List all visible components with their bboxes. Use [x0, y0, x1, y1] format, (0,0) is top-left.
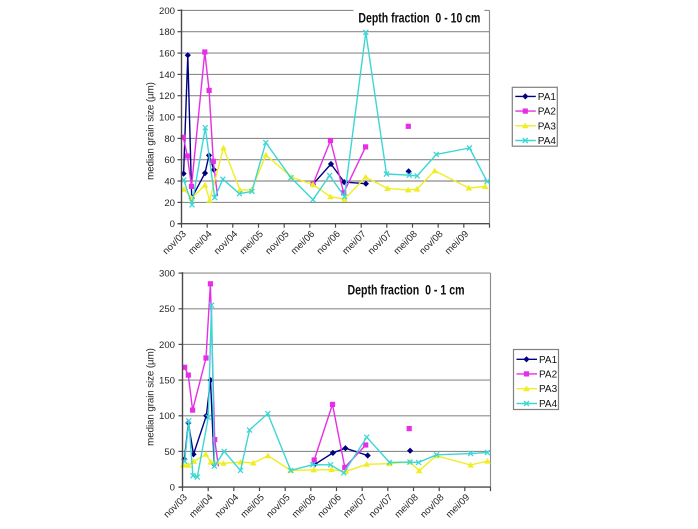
svg-text:PA3: PA3	[539, 384, 558, 395]
svg-text:20: 20	[164, 198, 175, 209]
svg-text:80: 80	[164, 134, 175, 145]
svg-text:100: 100	[159, 411, 175, 422]
svg-text:PA2: PA2	[539, 369, 558, 380]
svg-text:PA1: PA1	[538, 92, 557, 103]
svg-text:median grain size (µm): median grain size (µm)	[145, 82, 156, 180]
svg-text:40: 40	[164, 176, 175, 187]
svg-text:median grain size (µm): median grain size (µm)	[145, 348, 156, 446]
svg-text:300: 300	[159, 269, 175, 280]
svg-text:200: 200	[159, 340, 175, 351]
svg-text:Depth fraction 0 - 1 cm: Depth fraction 0 - 1 cm	[348, 283, 465, 298]
svg-text:PA3: PA3	[538, 121, 557, 132]
svg-text:150: 150	[159, 376, 175, 387]
svg-text:160: 160	[159, 49, 175, 60]
svg-text:PA2: PA2	[538, 107, 557, 118]
svg-text:50: 50	[164, 447, 175, 458]
svg-text:60: 60	[164, 155, 175, 166]
svg-text:PA1: PA1	[539, 355, 558, 366]
svg-text:PA4: PA4	[539, 399, 558, 410]
svg-text:140: 140	[159, 70, 175, 81]
svg-text:Depth fraction 0 - 10 cm: Depth fraction 0 - 10 cm	[358, 11, 480, 26]
svg-text:200: 200	[159, 6, 175, 17]
svg-text:0: 0	[170, 219, 175, 230]
svg-text:100: 100	[159, 112, 175, 123]
svg-text:180: 180	[159, 27, 175, 38]
svg-text:250: 250	[159, 304, 175, 315]
svg-text:120: 120	[159, 91, 175, 102]
svg-text:0: 0	[170, 483, 175, 494]
svg-text:PA4: PA4	[538, 136, 557, 147]
